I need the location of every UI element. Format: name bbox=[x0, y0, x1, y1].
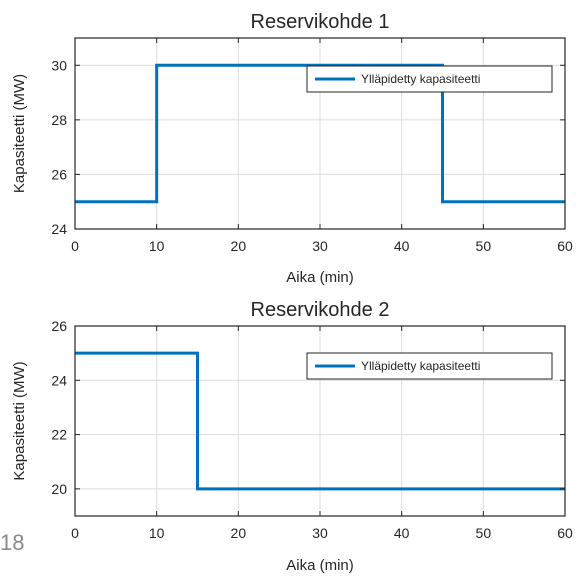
series-line bbox=[75, 63, 565, 204]
y-axis-label: Kapasiteetti (MW) bbox=[11, 74, 28, 193]
y-tick-label: 28 bbox=[51, 112, 67, 128]
x-tick-label: 60 bbox=[557, 238, 573, 254]
x-tick-label: 30 bbox=[312, 525, 328, 541]
legend: Ylläpidetty kapasiteetti bbox=[306, 65, 553, 93]
x-tick-label: 10 bbox=[149, 525, 165, 541]
x-tick-label: 60 bbox=[557, 525, 573, 541]
x-axis-label: Aika (min) bbox=[286, 557, 354, 574]
y-axis-label: Kapasiteetti (MW) bbox=[11, 361, 28, 480]
page-number: 18 bbox=[0, 530, 25, 555]
y-tick-label: 20 bbox=[51, 481, 67, 497]
chart-1: 0 10 20 30 40 50 60 24 26 28 30 Reservikohde 1 Aika … bbox=[11, 11, 573, 286]
x-axis-label: Aika (min) bbox=[286, 269, 354, 286]
x-tick-label: 0 bbox=[71, 238, 79, 254]
x-tick-label: 20 bbox=[231, 238, 247, 254]
x-tick-label: 10 bbox=[149, 238, 165, 254]
chart-2: 0 10 20 30 40 50 60 20 22 24 26 Reservikohde 2 Aika … bbox=[11, 299, 573, 574]
legend-label: Ylläpidetty kapasiteetti bbox=[361, 72, 480, 86]
x-tick-label: 0 bbox=[71, 525, 79, 541]
legend: Ylläpidetty kapasiteetti bbox=[306, 352, 553, 380]
x-tick-label: 50 bbox=[476, 238, 492, 254]
x-tick-label: 20 bbox=[231, 525, 247, 541]
x-tick-label: 50 bbox=[476, 525, 492, 541]
legend-label: Ylläpidetty kapasiteetti bbox=[361, 359, 480, 373]
y-tick-label: 24 bbox=[51, 221, 67, 237]
y-tick-label: 24 bbox=[51, 372, 67, 388]
x-tick-label: 40 bbox=[394, 238, 410, 254]
x-tick-label: 30 bbox=[312, 238, 328, 254]
y-tick-label: 30 bbox=[51, 57, 67, 73]
chart-title: Reservikohde 2 bbox=[251, 299, 390, 321]
y-tick-label: 26 bbox=[51, 166, 67, 182]
x-tick-label: 40 bbox=[394, 525, 410, 541]
chart-title: Reservikohde 1 bbox=[251, 11, 390, 33]
series-line bbox=[75, 351, 565, 491]
y-tick-label: 26 bbox=[51, 318, 67, 334]
y-tick-label: 22 bbox=[51, 427, 67, 443]
